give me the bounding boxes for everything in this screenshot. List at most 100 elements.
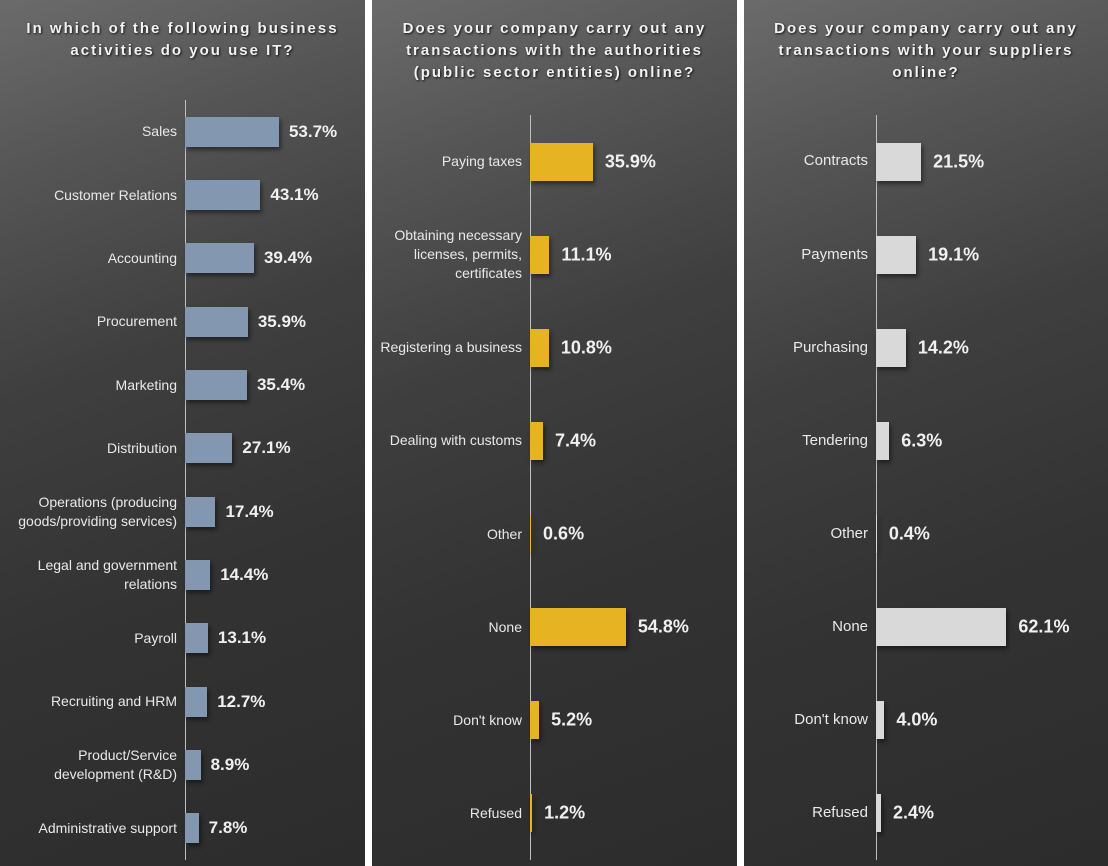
value-label: 35.9% bbox=[605, 151, 656, 172]
chart-row: Accounting39.4% bbox=[0, 227, 365, 290]
value-label: 2.4% bbox=[893, 803, 934, 824]
value-label: 43.1% bbox=[270, 185, 318, 205]
chart-row: Payroll13.1% bbox=[0, 607, 365, 670]
bar-wrap: 27.1% bbox=[185, 417, 365, 480]
bar-wrap: 11.1% bbox=[530, 208, 737, 301]
bar-wrap: 39.4% bbox=[185, 227, 365, 290]
chart-row: Dealing with customs7.4% bbox=[372, 394, 737, 487]
value-label: 12.7% bbox=[217, 692, 265, 712]
bar-wrap: 1.2% bbox=[530, 767, 737, 860]
bar-wrap: 10.8% bbox=[530, 301, 737, 394]
category-label: Product/Service development (R&D) bbox=[8, 746, 185, 784]
bar bbox=[185, 497, 215, 527]
bar-wrap: 35.4% bbox=[185, 353, 365, 416]
category-label: Distribution bbox=[8, 439, 185, 458]
bar-wrap: 12.7% bbox=[185, 670, 365, 733]
bar-wrap: 5.2% bbox=[530, 674, 737, 767]
category-label: Contracts bbox=[752, 151, 876, 171]
value-label: 21.5% bbox=[933, 151, 984, 172]
value-label: 39.4% bbox=[264, 248, 312, 268]
bar-wrap: 14.4% bbox=[185, 543, 365, 606]
chart-row: Other0.4% bbox=[744, 488, 1108, 581]
value-label: 35.9% bbox=[258, 312, 306, 332]
bar bbox=[876, 236, 916, 274]
bar-wrap: 53.7% bbox=[185, 100, 365, 163]
chart-row: None54.8% bbox=[372, 581, 737, 674]
value-label: 53.7% bbox=[289, 122, 337, 142]
category-label: Sales bbox=[8, 122, 185, 141]
bar-wrap: 4.0% bbox=[876, 674, 1108, 767]
chart-row: Sales 53.7% bbox=[0, 100, 365, 163]
value-label: 4.0% bbox=[896, 710, 937, 731]
chart-row: None62.1% bbox=[744, 581, 1108, 674]
bar bbox=[876, 329, 906, 367]
chart-row: Obtaining necessary licenses, permits, c… bbox=[372, 208, 737, 301]
category-label: Paying taxes bbox=[380, 152, 530, 171]
bar bbox=[876, 794, 881, 832]
bar-wrap: 17.4% bbox=[185, 480, 365, 543]
category-label: Administrative support bbox=[8, 819, 185, 838]
chart-row: Other0.6% bbox=[372, 488, 737, 581]
chart-row: Operations (producing goods/providing se… bbox=[0, 480, 365, 543]
chart-row: Administrative support 7.8% bbox=[0, 797, 365, 860]
value-label: 7.8% bbox=[209, 818, 248, 838]
chart-row: Don't know5.2% bbox=[372, 674, 737, 767]
category-label: Refused bbox=[752, 803, 876, 823]
value-label: 8.9% bbox=[211, 755, 250, 775]
panel-suppliers: Does your company carry out any transact… bbox=[744, 0, 1108, 866]
chart-area: Paying taxes 35.9% Obtaining necessary lic… bbox=[372, 115, 737, 860]
value-label: 35.4% bbox=[257, 375, 305, 395]
category-label: Obtaining necessary licenses, permits, c… bbox=[380, 226, 530, 283]
bar bbox=[530, 794, 532, 832]
chart-row: Refused1.2% bbox=[372, 767, 737, 860]
value-label: 1.2% bbox=[544, 803, 585, 824]
category-label: Other bbox=[752, 524, 876, 544]
value-label: 6.3% bbox=[901, 430, 942, 451]
category-label: Marketing bbox=[8, 376, 185, 395]
value-label: 54.8% bbox=[638, 617, 689, 638]
chart-row: Refused 2.4% bbox=[744, 767, 1108, 860]
value-label: 13.1% bbox=[218, 628, 266, 648]
bar-wrap: 54.8% bbox=[530, 581, 737, 674]
bar-wrap: 19.1% bbox=[876, 208, 1108, 301]
panel-title: In which of the following business activ… bbox=[0, 0, 365, 70]
bar-wrap: 35.9% bbox=[185, 290, 365, 353]
chart-row: Registering a business10.8% bbox=[372, 301, 737, 394]
chart-row: Marketing 35.4% bbox=[0, 353, 365, 416]
chart-area: Contracts 21.5% Payments19.1% Purchasing 14.… bbox=[744, 115, 1108, 860]
chart-row: Product/Service development (R&D) 8.9% bbox=[0, 733, 365, 796]
value-label: 27.1% bbox=[242, 438, 290, 458]
bar bbox=[530, 422, 543, 460]
chart-row: Tendering 6.3% bbox=[744, 394, 1108, 487]
bar bbox=[185, 750, 201, 780]
bar bbox=[185, 433, 232, 463]
category-label: Tendering bbox=[752, 431, 876, 451]
value-label: 14.4% bbox=[220, 565, 268, 585]
panel-gap bbox=[737, 0, 744, 866]
category-label: Operations (producing goods/providing se… bbox=[8, 493, 185, 531]
bar-wrap: 7.8% bbox=[185, 797, 365, 860]
bar bbox=[876, 422, 889, 460]
bar bbox=[185, 623, 208, 653]
panel-title: Does your company carry out any transact… bbox=[372, 0, 737, 91]
category-label: Purchasing bbox=[752, 338, 876, 358]
category-label: Procurement bbox=[8, 312, 185, 331]
bar bbox=[185, 180, 260, 210]
category-label: Dealing with customs bbox=[380, 431, 530, 450]
panel-gap bbox=[365, 0, 372, 866]
bar-wrap: 35.9% bbox=[530, 115, 737, 208]
bar bbox=[185, 307, 248, 337]
chart-row: Contracts 21.5% bbox=[744, 115, 1108, 208]
value-label: 5.2% bbox=[551, 710, 592, 731]
bar bbox=[876, 143, 921, 181]
value-label: 11.1% bbox=[561, 244, 611, 265]
bar bbox=[530, 608, 626, 646]
bar-wrap: 13.1% bbox=[185, 607, 365, 670]
chart-row: Distribution 27.1% bbox=[0, 417, 365, 480]
bar-wrap: 21.5% bbox=[876, 115, 1108, 208]
category-label: Recruiting and HRM bbox=[8, 692, 185, 711]
chart-row: Legal and government relations14.4% bbox=[0, 543, 365, 606]
category-label: Payments bbox=[752, 245, 876, 265]
chart-row: Recruiting and HRM 12.7% bbox=[0, 670, 365, 733]
value-label: 14.2% bbox=[918, 337, 969, 358]
